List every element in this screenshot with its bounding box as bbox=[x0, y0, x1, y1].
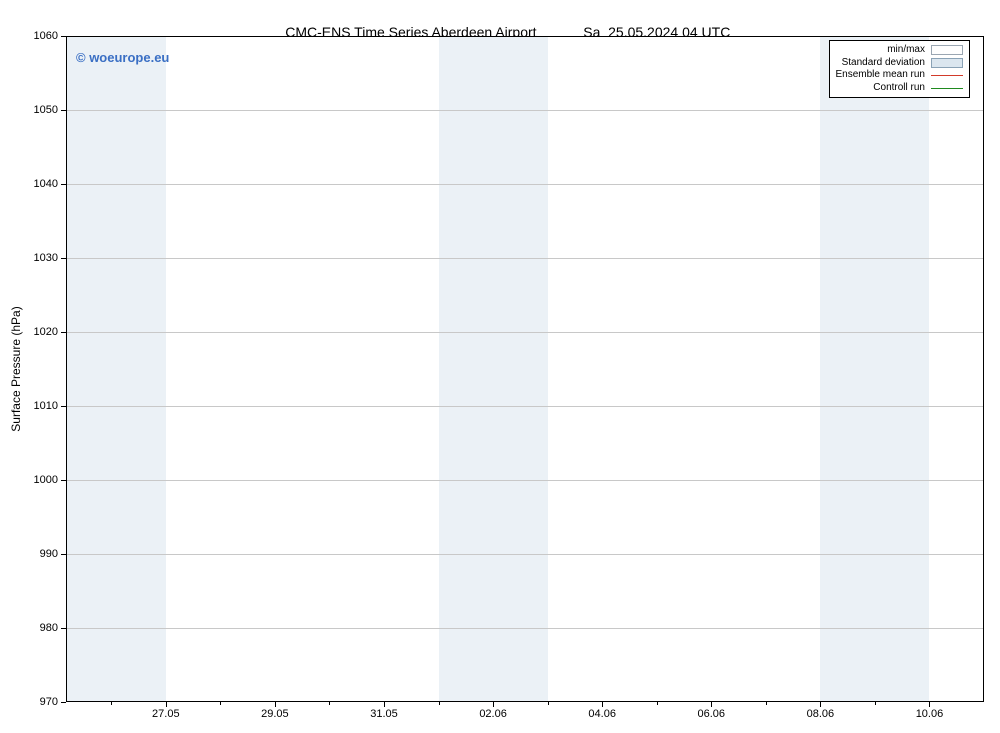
weekend-band bbox=[439, 36, 548, 702]
legend-swatch bbox=[931, 58, 963, 68]
xtick-minor-mark bbox=[657, 702, 658, 705]
gridline bbox=[66, 258, 984, 259]
chart-container: { "chart": { "type": "line", "title_left… bbox=[0, 0, 1000, 733]
xtick-minor-mark bbox=[439, 702, 440, 705]
xtick-label: 10.06 bbox=[916, 702, 944, 720]
xtick-minor-mark bbox=[875, 702, 876, 705]
gridline bbox=[66, 406, 984, 407]
xtick-label: 27.05 bbox=[152, 702, 180, 720]
xtick-label: 06.06 bbox=[698, 702, 726, 720]
gridline bbox=[66, 332, 984, 333]
legend-label: Ensemble mean run bbox=[836, 69, 926, 82]
legend-label: Standard deviation bbox=[842, 57, 925, 70]
ytick-label: 990 bbox=[40, 548, 66, 560]
ytick-label: 1020 bbox=[34, 326, 66, 338]
ytick-label: 980 bbox=[40, 622, 66, 634]
legend-swatch bbox=[931, 75, 963, 76]
ytick-label: 1060 bbox=[34, 30, 66, 42]
legend-label: Controll run bbox=[873, 82, 925, 95]
ytick-label: 1050 bbox=[34, 104, 66, 116]
xtick-label: 31.05 bbox=[370, 702, 398, 720]
legend-item: Controll run bbox=[836, 82, 964, 95]
legend-item: Ensemble mean run bbox=[836, 69, 964, 82]
xtick-minor-mark bbox=[548, 702, 549, 705]
xtick-label: 29.05 bbox=[261, 702, 289, 720]
ytick-label: 970 bbox=[40, 696, 66, 708]
xtick-label: 08.06 bbox=[807, 702, 835, 720]
xtick-label: 04.06 bbox=[588, 702, 616, 720]
gridline bbox=[66, 110, 984, 111]
legend-swatch bbox=[931, 45, 963, 55]
xtick-label: 02.06 bbox=[479, 702, 507, 720]
xtick-minor-mark bbox=[220, 702, 221, 705]
ytick-label: 1010 bbox=[34, 400, 66, 412]
legend-item: min/max bbox=[836, 44, 964, 57]
gridline bbox=[66, 184, 984, 185]
ytick-label: 1000 bbox=[34, 474, 66, 486]
ytick-label: 1030 bbox=[34, 252, 66, 264]
weekend-band bbox=[820, 36, 929, 702]
legend: min/maxStandard deviationEnsemble mean r… bbox=[829, 40, 971, 98]
gridline bbox=[66, 628, 984, 629]
legend-item: Standard deviation bbox=[836, 57, 964, 70]
xtick-minor-mark bbox=[766, 702, 767, 705]
legend-swatch bbox=[931, 88, 963, 89]
gridline bbox=[66, 480, 984, 481]
y-axis-label: Surface Pressure (hPa) bbox=[9, 306, 23, 431]
legend-label: min/max bbox=[887, 44, 925, 57]
plot-area: 9709809901000101010201030104010501060 27… bbox=[66, 36, 984, 702]
weekend-band bbox=[66, 36, 166, 702]
xtick-minor-mark bbox=[111, 702, 112, 705]
gridline bbox=[66, 554, 984, 555]
xtick-minor-mark bbox=[329, 702, 330, 705]
ytick-label: 1040 bbox=[34, 178, 66, 190]
watermark: © woeurope.eu bbox=[76, 50, 169, 65]
